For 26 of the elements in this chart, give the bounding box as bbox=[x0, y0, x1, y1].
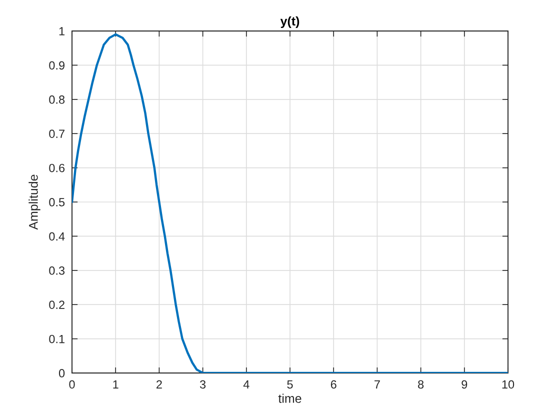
x-tick-label: 0 bbox=[69, 380, 75, 389]
x-tick-label: 1 bbox=[113, 380, 118, 388]
y-tick-label: 0.6 bbox=[49, 164, 65, 172]
y-tick-label: 0.7 bbox=[49, 130, 64, 138]
x-axis-title: time bbox=[278, 394, 302, 403]
y-tick-label: 0.5 bbox=[49, 198, 65, 206]
x-tick-label: 2 bbox=[156, 380, 162, 388]
x-tick-label: 4 bbox=[243, 380, 250, 388]
x-tick-label: 8 bbox=[418, 380, 424, 389]
x-tick-label: 10 bbox=[502, 380, 514, 389]
y-tick-label: 0.1 bbox=[49, 334, 64, 344]
x-tick-label: 3 bbox=[200, 380, 206, 389]
y-tick-label: 0.2 bbox=[49, 300, 64, 309]
x-tick-label: 9 bbox=[462, 380, 468, 389]
x-tick-label: 5 bbox=[287, 380, 293, 389]
y-tick-label: 0.3 bbox=[49, 266, 65, 275]
y-tick-label: 0.4 bbox=[49, 232, 65, 241]
y-tick-label: 0.8 bbox=[49, 95, 65, 104]
line-series bbox=[72, 33, 508, 373]
chart-title: y(t) bbox=[280, 16, 300, 28]
x-tick-label: 6 bbox=[330, 380, 336, 389]
y-tick-label: 0.9 bbox=[49, 61, 64, 70]
y-tick-label: 1 bbox=[59, 27, 64, 36]
x-tick-label: 7 bbox=[374, 380, 380, 388]
y-tick-label: 0 bbox=[58, 369, 65, 378]
y-axis-title: Amplitude bbox=[28, 174, 40, 230]
